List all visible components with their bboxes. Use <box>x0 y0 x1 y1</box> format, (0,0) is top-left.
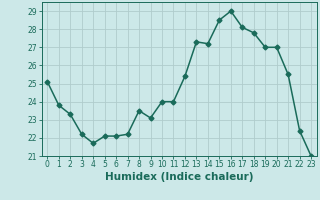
X-axis label: Humidex (Indice chaleur): Humidex (Indice chaleur) <box>105 172 253 182</box>
